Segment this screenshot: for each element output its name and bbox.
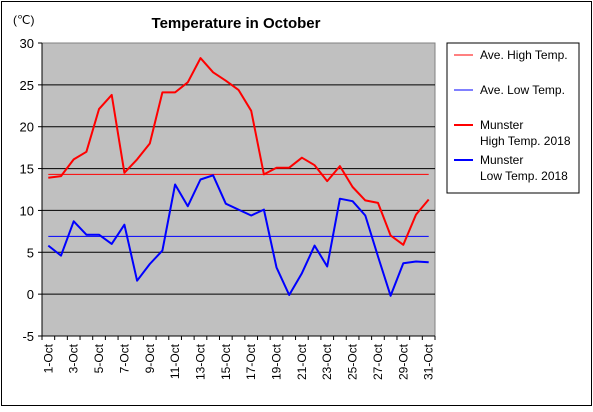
y-axis-ticks: -5 0 5 10 15 20 25 30 xyxy=(20,36,435,344)
legend-label-3: Munster Low Temp. 2018 xyxy=(480,153,568,183)
x-tick-label: 13-Oct xyxy=(193,343,207,380)
y-tick-label: 10 xyxy=(20,203,34,218)
series-lines xyxy=(47,57,430,297)
x-tick-label: 19-Oct xyxy=(270,343,284,380)
legend-box xyxy=(446,42,580,194)
y-tick-label: 5 xyxy=(27,245,34,260)
x-tick-label: 27-Oct xyxy=(371,343,385,380)
x-tick-label: 3-Oct xyxy=(67,343,81,373)
x-tick-label: 21-Oct xyxy=(295,343,309,380)
y-tick-label: 15 xyxy=(20,162,34,177)
y-axis-unit: (℃) xyxy=(13,13,34,27)
x-tick-label: 9-Oct xyxy=(143,343,157,373)
y-tick-label: 25 xyxy=(20,78,34,93)
legend-label-2: Munster High Temp. 2018 xyxy=(480,118,571,148)
x-tick-label: 7-Oct xyxy=(117,343,131,373)
x-tick-label: 5-Oct xyxy=(92,343,106,373)
series-line-3 xyxy=(47,174,429,297)
x-tick-label: 15-Oct xyxy=(219,343,233,380)
legend: Ave. High Temp. Ave. Low Temp. Munster High… xyxy=(446,42,580,194)
x-tick-label: 1-Oct xyxy=(41,343,55,373)
legend-label-1: Ave. Low Temp. xyxy=(480,83,565,97)
plot-area xyxy=(41,42,436,337)
x-tick-label: 17-Oct xyxy=(244,343,258,380)
gridlines xyxy=(42,84,435,295)
y-tick-label: 0 xyxy=(27,287,34,302)
y-tick-label: -5 xyxy=(22,329,34,344)
chart-title: Temperature in October xyxy=(152,15,321,32)
x-tick-label: 11-Oct xyxy=(168,343,182,379)
x-tick-label: 23-Oct xyxy=(320,343,334,380)
x-tick-label: 29-Oct xyxy=(396,343,410,380)
y-tick-label: 30 xyxy=(20,36,34,51)
legend-label-0: Ave. High Temp. xyxy=(480,48,568,62)
y-tick-label: 20 xyxy=(20,120,34,135)
x-tick-label: 31-Oct xyxy=(422,343,436,380)
series-line-2 xyxy=(48,57,430,246)
x-tick-label: 25-Oct xyxy=(346,343,360,380)
x-axis-ticks: 1-Oct 3-Oct 5-Oct 7-Oct 9-Oct 11-Oct 13-Oct 15-… xyxy=(41,336,436,380)
